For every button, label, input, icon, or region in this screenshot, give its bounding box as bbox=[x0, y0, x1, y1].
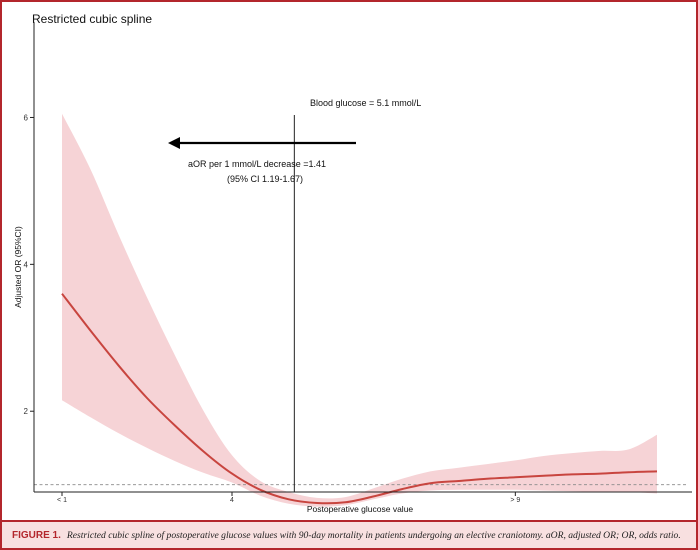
x-axis-label: Postoperative glucose value bbox=[307, 504, 414, 514]
x-tick-label: < 1 bbox=[57, 497, 67, 504]
y-tick-label: 2 bbox=[24, 407, 29, 416]
spline-chart: 246 < 1 4 > 9 Postoperative glucose value … bbox=[13, 22, 692, 514]
caption-label: FIGURE 1. bbox=[12, 530, 61, 541]
figure-caption: FIGURE 1. Restricted cubic spline of post… bbox=[2, 520, 696, 548]
x-ticks: < 1 4 > 9 bbox=[57, 492, 520, 504]
x-tick-label: 4 bbox=[230, 497, 234, 504]
annotation-line-2: (95% CI 1.19-1.67) bbox=[227, 174, 303, 184]
spline-line bbox=[61, 293, 658, 505]
caption-text: Restricted cubic spline of postoperative… bbox=[66, 530, 681, 541]
y-tick-label: 6 bbox=[24, 113, 29, 122]
confidence-band bbox=[62, 113, 657, 507]
vline-label: Blood glucose = 5.1 mmol/L bbox=[310, 98, 421, 108]
annotation-line-1: aOR per 1 mmol/L decrease =1.41 bbox=[188, 159, 326, 169]
arrowhead-icon bbox=[168, 137, 180, 149]
chart-title: Restricted cubic spline bbox=[32, 12, 153, 26]
y-tick-label: 4 bbox=[24, 260, 29, 269]
y-ticks: 2 4 6 bbox=[24, 113, 34, 416]
x-tick-label: > 9 bbox=[510, 497, 520, 504]
y-axis-label: Adjusted OR (95%CI) bbox=[13, 226, 23, 308]
